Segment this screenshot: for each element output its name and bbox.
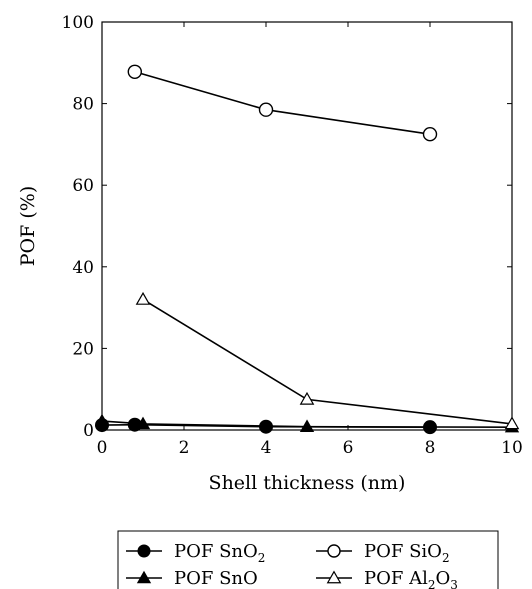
legend-label-subscript: 3 bbox=[450, 578, 458, 589]
x-tick-label: 10 bbox=[501, 438, 523, 458]
x-tick-label: 4 bbox=[261, 438, 272, 458]
y-tick-label: 100 bbox=[62, 13, 94, 33]
plot-area bbox=[96, 65, 519, 433]
data-point bbox=[424, 128, 437, 141]
legend-label: POF SiO2 bbox=[364, 541, 450, 565]
data-point bbox=[137, 293, 150, 304]
plot-frame bbox=[102, 22, 512, 430]
series-3 bbox=[137, 293, 519, 428]
y-tick-label: 80 bbox=[72, 95, 94, 115]
series-1 bbox=[128, 65, 436, 140]
y-axis-label: POF (%) bbox=[17, 186, 39, 266]
legend-label-subscript: 2 bbox=[428, 578, 436, 589]
legend-label: POF Al2O3 bbox=[364, 568, 458, 589]
x-tick-label: 8 bbox=[425, 438, 436, 458]
legend-label: POF SnO bbox=[174, 568, 258, 589]
series-line bbox=[135, 72, 430, 134]
legend-marker bbox=[138, 545, 150, 557]
legend-label-main: POF SnO bbox=[174, 568, 258, 589]
legend-label-main: POF SnO bbox=[174, 541, 258, 562]
y-tick-label: 40 bbox=[72, 258, 94, 278]
x-tick-label: 2 bbox=[179, 438, 190, 458]
data-point bbox=[260, 103, 273, 116]
data-point bbox=[128, 65, 141, 78]
data-point bbox=[301, 393, 314, 404]
x-tick-label: 6 bbox=[343, 438, 354, 458]
x-tick-label: 0 bbox=[97, 438, 108, 458]
y-tick-label: 0 bbox=[83, 421, 94, 441]
legend-label-subscript: 2 bbox=[258, 551, 266, 565]
legend-label-after: O bbox=[435, 568, 450, 589]
legend-label-subscript: 2 bbox=[442, 551, 450, 565]
legend-label: POF SnO2 bbox=[174, 541, 265, 565]
y-tick-label: 60 bbox=[72, 176, 94, 196]
series-line bbox=[143, 299, 512, 423]
y-tick-label: 20 bbox=[72, 339, 94, 359]
x-axis-label: Shell thickness (nm) bbox=[209, 472, 406, 494]
legend-marker bbox=[328, 545, 340, 557]
legend-label-main: POF Al bbox=[364, 568, 428, 589]
legend-label-main: POF SiO bbox=[364, 541, 442, 562]
